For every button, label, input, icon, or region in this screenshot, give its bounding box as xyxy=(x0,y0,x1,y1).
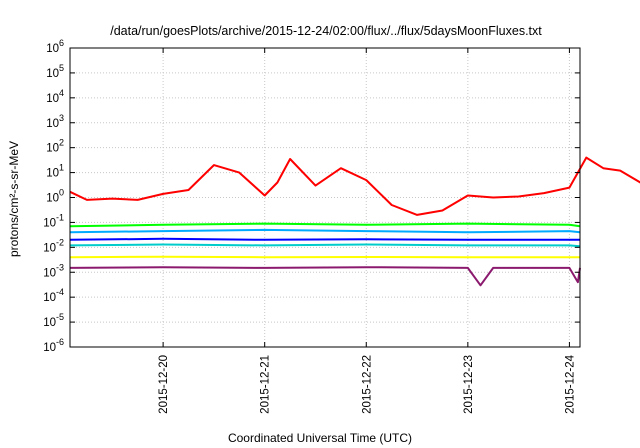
x-tick-label: 2015-12-21 xyxy=(260,355,272,414)
x-tick-label: 2015-12-22 xyxy=(361,355,373,414)
y-tick-label: 10-6 xyxy=(43,337,64,354)
y-tick-label: 106 xyxy=(46,38,64,55)
series-line-4 xyxy=(69,237,580,241)
y-axis-ticks: 106 105 104 103 102 101 100 10-1 10-2 10-3 10-4 10-… xyxy=(43,38,580,354)
y-tick-label: 10-4 xyxy=(43,287,64,304)
series-group xyxy=(69,156,640,287)
chart-title: /data/run/goesPlots/archive/2015-12-24/0… xyxy=(110,24,542,38)
x-tick-label: 2015-12-23 xyxy=(463,355,475,414)
series-line-2 xyxy=(69,222,581,228)
series-line-6 xyxy=(69,255,580,259)
y-tick-label: 10-1 xyxy=(43,212,64,229)
y-tick-label: 101 xyxy=(46,163,64,180)
y-tick-label: 100 xyxy=(46,188,64,205)
series-line-7 xyxy=(69,266,581,287)
y-tick-label: 103 xyxy=(46,113,64,130)
x-axis-ticks: 2015-12-20 2015-12-21 2015-12-22 2015-12-23… xyxy=(158,48,576,414)
x-tick-label: 2015-12-24 xyxy=(564,354,576,413)
series-line-3 xyxy=(69,228,581,234)
x-axis-label: Coordinated Universal Time (UTC) xyxy=(228,431,412,445)
y-tick-label: 10-5 xyxy=(43,312,64,329)
y-tick-label: 102 xyxy=(46,138,64,155)
x-tick-label: 2015-12-20 xyxy=(158,355,170,414)
y-tick-label: 105 xyxy=(46,63,64,80)
series-line-1 xyxy=(69,156,640,216)
y-tick-label: 10-2 xyxy=(43,237,64,254)
y-axis-label: protons/cm²-s-sr-MeV xyxy=(7,141,21,257)
y-tick-label: 10-3 xyxy=(43,262,64,279)
series-line-5 xyxy=(69,243,581,248)
y-tick-label: 104 xyxy=(46,88,64,105)
